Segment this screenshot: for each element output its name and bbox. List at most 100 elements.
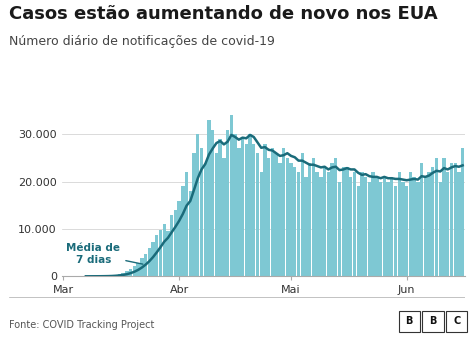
Bar [420, 163, 423, 276]
Bar [118, 274, 121, 276]
Bar [428, 172, 431, 276]
Bar [267, 158, 270, 276]
Text: Fonte: COVID Tracking Project: Fonte: COVID Tracking Project [9, 320, 155, 330]
Bar [293, 167, 296, 276]
Bar [379, 182, 382, 276]
Bar [286, 158, 289, 276]
Bar [383, 177, 386, 276]
Bar [260, 172, 263, 276]
Bar [457, 172, 461, 276]
Bar [185, 172, 188, 276]
Bar [271, 149, 274, 276]
Text: Média de
7 dias: Média de 7 dias [66, 243, 143, 265]
Bar [211, 129, 214, 276]
Bar [192, 153, 196, 276]
Bar [121, 273, 125, 276]
Bar [401, 182, 405, 276]
Bar [390, 177, 393, 276]
Bar [219, 139, 222, 276]
Bar [342, 167, 345, 276]
Bar [346, 167, 349, 276]
Bar [215, 153, 218, 276]
Bar [308, 163, 311, 276]
Bar [282, 149, 285, 276]
Bar [248, 134, 252, 276]
Bar [233, 134, 237, 276]
Bar [327, 172, 330, 276]
Bar [230, 115, 233, 276]
Bar [200, 149, 203, 276]
Bar [237, 149, 240, 276]
Bar [394, 186, 397, 276]
Bar [424, 177, 427, 276]
Bar [409, 172, 412, 276]
Bar [334, 158, 337, 276]
Bar [450, 163, 453, 276]
FancyBboxPatch shape [399, 311, 420, 332]
Bar [412, 177, 416, 276]
Bar [368, 182, 371, 276]
Bar [360, 172, 364, 276]
Bar [159, 230, 162, 276]
Bar [297, 172, 300, 276]
Bar [364, 177, 367, 276]
Bar [312, 158, 315, 276]
Bar [129, 269, 132, 276]
Bar [110, 275, 114, 276]
Bar [386, 182, 390, 276]
Bar [278, 163, 282, 276]
Bar [125, 271, 128, 276]
Bar [252, 144, 255, 276]
Text: Casos estão aumentando de novo nos EUA: Casos estão aumentando de novo nos EUA [9, 5, 438, 23]
Bar [196, 134, 200, 276]
Bar [349, 177, 352, 276]
Bar [166, 231, 170, 276]
Bar [405, 186, 409, 276]
Bar [144, 254, 147, 276]
Text: Número diário de notificações de covid-19: Número diário de notificações de covid-1… [9, 35, 275, 49]
Bar [140, 258, 144, 276]
Bar [226, 129, 229, 276]
Bar [316, 172, 319, 276]
Bar [289, 163, 293, 276]
Bar [338, 182, 341, 276]
Bar [155, 235, 158, 276]
Bar [114, 275, 118, 276]
Bar [356, 186, 360, 276]
Bar [301, 153, 304, 276]
Bar [323, 167, 326, 276]
Bar [222, 158, 226, 276]
Bar [353, 172, 356, 276]
Bar [203, 163, 207, 276]
FancyBboxPatch shape [446, 311, 467, 332]
Bar [438, 182, 442, 276]
Bar [274, 153, 278, 276]
Bar [461, 149, 465, 276]
Bar [137, 263, 140, 276]
Bar [446, 172, 449, 276]
Bar [147, 248, 151, 276]
Bar [398, 172, 401, 276]
Bar [435, 158, 438, 276]
Bar [375, 177, 379, 276]
Bar [263, 144, 266, 276]
Bar [181, 186, 184, 276]
Text: C: C [453, 316, 460, 326]
Bar [304, 177, 308, 276]
Bar [241, 139, 244, 276]
Text: B: B [429, 316, 437, 326]
Bar [177, 201, 181, 276]
Bar [431, 167, 435, 276]
Bar [189, 191, 192, 276]
Bar [170, 215, 173, 276]
Bar [416, 182, 419, 276]
Bar [372, 172, 375, 276]
Bar [174, 210, 177, 276]
Bar [454, 163, 457, 276]
Bar [245, 144, 248, 276]
Bar [256, 153, 259, 276]
Bar [207, 120, 210, 276]
Bar [163, 224, 166, 276]
Bar [133, 266, 136, 276]
FancyBboxPatch shape [422, 311, 444, 332]
